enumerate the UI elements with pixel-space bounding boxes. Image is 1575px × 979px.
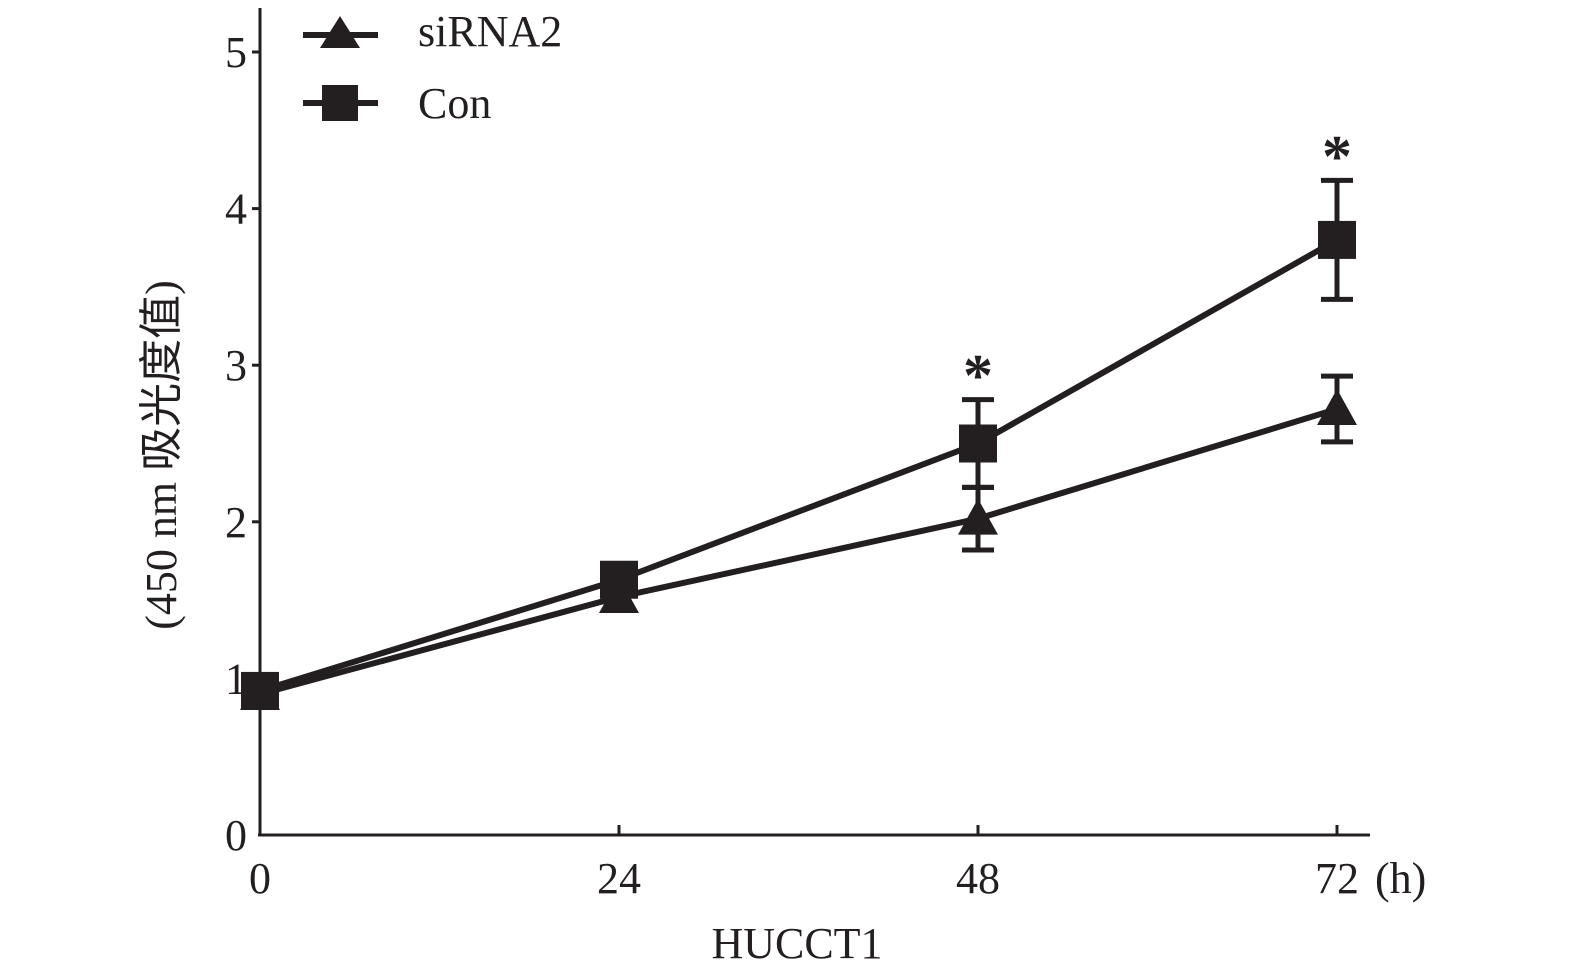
data-point-square: [600, 560, 638, 599]
data-point-square: [241, 671, 279, 710]
legend-label-con: Con: [418, 79, 491, 128]
y-tick-label: 0: [225, 811, 247, 860]
x-tick-label: 72: [1315, 854, 1359, 903]
data-point-triangle: [958, 498, 998, 535]
data-point-square: [1318, 220, 1356, 259]
y-tick-label: 4: [225, 185, 247, 234]
x-unit-label: (h): [1375, 854, 1426, 903]
y-tick-label: 5: [225, 28, 247, 77]
axes: [258, 8, 1370, 837]
legend-label-sirna2: siRNA2: [418, 7, 562, 56]
significance-asterisk: *: [963, 343, 993, 409]
x-tick-label: 48: [956, 854, 1000, 903]
x-tick-label: 24: [597, 854, 641, 903]
legend-square-icon: [322, 85, 358, 121]
x-tick-label: 0: [249, 854, 271, 903]
y-axis-title: (450 nm 吸光度值): [137, 280, 186, 630]
data-point-triangle: [1317, 389, 1357, 426]
legend: siRNA2 Con: [303, 7, 562, 128]
legend-triangle-icon: [320, 16, 360, 48]
data-point-square: [959, 424, 997, 463]
y-tick-label: 2: [225, 498, 247, 547]
significance-asterisk: *: [1322, 123, 1352, 189]
y-tick-label: 3: [225, 341, 247, 390]
x-axis-title: HUCCT1: [711, 919, 882, 968]
series-line-sirna2: [259, 406, 1338, 697]
series-line-con: [259, 237, 1339, 694]
